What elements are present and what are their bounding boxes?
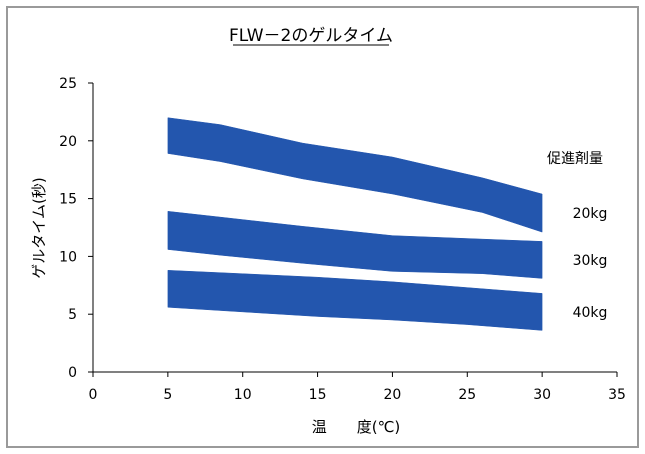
x-tick-label: 5 (163, 387, 172, 403)
y-axis-title: ゲルタイム(秒) (30, 177, 48, 278)
band-40kg (167, 270, 543, 331)
legend-title: 促進剤量 (547, 151, 603, 167)
series-label-40kg: 40kg (573, 305, 608, 321)
x-tick-label: 20 (384, 387, 402, 403)
y-tick-label: 5 (68, 307, 77, 323)
x-tick-label: 25 (458, 387, 476, 403)
x-tick-label: 35 (608, 387, 626, 403)
x-tick-label: 15 (309, 387, 327, 403)
band-30kg (167, 211, 543, 279)
x-tick-label: 0 (89, 387, 98, 403)
y-tick-label: 10 (59, 249, 77, 265)
x-axis-title: 温 度(℃) (312, 418, 401, 436)
x-tick-label: 10 (234, 387, 252, 403)
y-tick-label: 25 (59, 76, 77, 92)
y-tick-label: 0 (68, 365, 77, 381)
y-tick-label: 20 (59, 134, 77, 150)
series-label-20kg: 20kg (573, 206, 608, 222)
series-label-30kg: 30kg (573, 253, 608, 269)
band-20kg (167, 117, 543, 233)
x-tick-label: 30 (533, 387, 551, 403)
plot-area: 0 5 10 15 20 25 0 5 10 15 20 25 30 35 (59, 76, 626, 403)
y-tick-label: 15 (59, 192, 77, 208)
chart-title: FLW－2のゲルタイム (229, 26, 393, 46)
